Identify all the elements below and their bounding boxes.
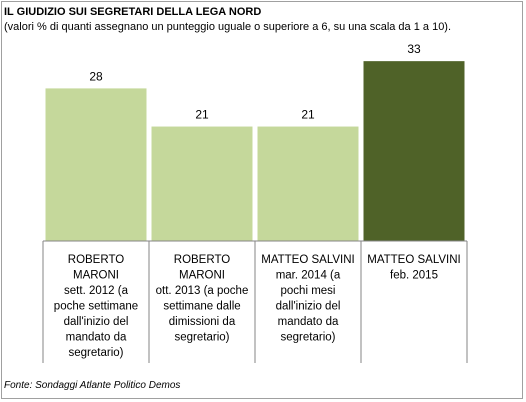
category-label-line: segretario)	[281, 332, 336, 344]
bar	[151, 126, 253, 241]
category-label-line: MARONI	[73, 270, 119, 282]
category-label-line: mandato da	[66, 332, 127, 344]
bar-group	[45, 61, 465, 242]
bar	[363, 61, 465, 242]
category-label-line: MATTEO SALVINI	[367, 254, 461, 266]
category-label-line: MARONI	[179, 270, 225, 282]
category-label-line: mar. 2014 (a	[276, 270, 341, 282]
chart-title: IL GIUDIZIO SUI SEGRETARI DELLA LEGA NOR…	[4, 6, 262, 18]
chart-subtitle: (valori % di quanti assegnano un puntegg…	[4, 21, 452, 33]
data-label: 33	[407, 42, 421, 56]
category-label-line: ROBERTO	[174, 254, 231, 266]
category-label-line: segretario)	[69, 347, 124, 359]
category-label-line: poche settimane	[54, 301, 138, 313]
x-axis	[42, 240, 468, 363]
category-label: ROBERTO MARONI ott. 2013 (a poche settimane…	[156, 254, 249, 344]
category-label-line: settimane dalle	[163, 301, 240, 313]
data-labels: 28 21 21 33	[89, 42, 421, 121]
category-labels: ROBERTO MARONI sett. 2012 (a poche settiman…	[54, 254, 461, 359]
category-label: MATTEO SALVINI feb. 2015	[367, 254, 461, 282]
category-label-line: ROBERTO	[68, 254, 125, 266]
category-label-line: sett. 2012 (a	[64, 285, 129, 297]
category-label: ROBERTO MARONI sett. 2012 (a poche settiman…	[54, 254, 138, 359]
data-label: 21	[301, 108, 315, 122]
data-label: 21	[195, 108, 209, 122]
bar	[257, 126, 359, 241]
data-label: 28	[89, 69, 103, 83]
category-label-line: mandato da	[278, 316, 339, 328]
category-label-line: feb. 2015	[390, 270, 438, 282]
category-label-line: ott. 2013 (a poche	[156, 285, 249, 297]
category-label-line: dall'inizio del	[64, 316, 129, 328]
bar	[45, 88, 147, 242]
category-label: MATTEO SALVINI mar. 2014 (a pochi mesi dall…	[261, 254, 355, 344]
category-label-line: segretario)	[175, 332, 230, 344]
source-note: Fonte: Sondaggi Atlante Politico Demos	[4, 380, 181, 391]
category-label-line: dimissioni da	[169, 316, 236, 328]
category-label-line: dall'inizio del	[276, 301, 341, 313]
category-label-line: MATTEO SALVINI	[261, 254, 355, 266]
category-label-line: pochi mesi	[281, 285, 336, 297]
